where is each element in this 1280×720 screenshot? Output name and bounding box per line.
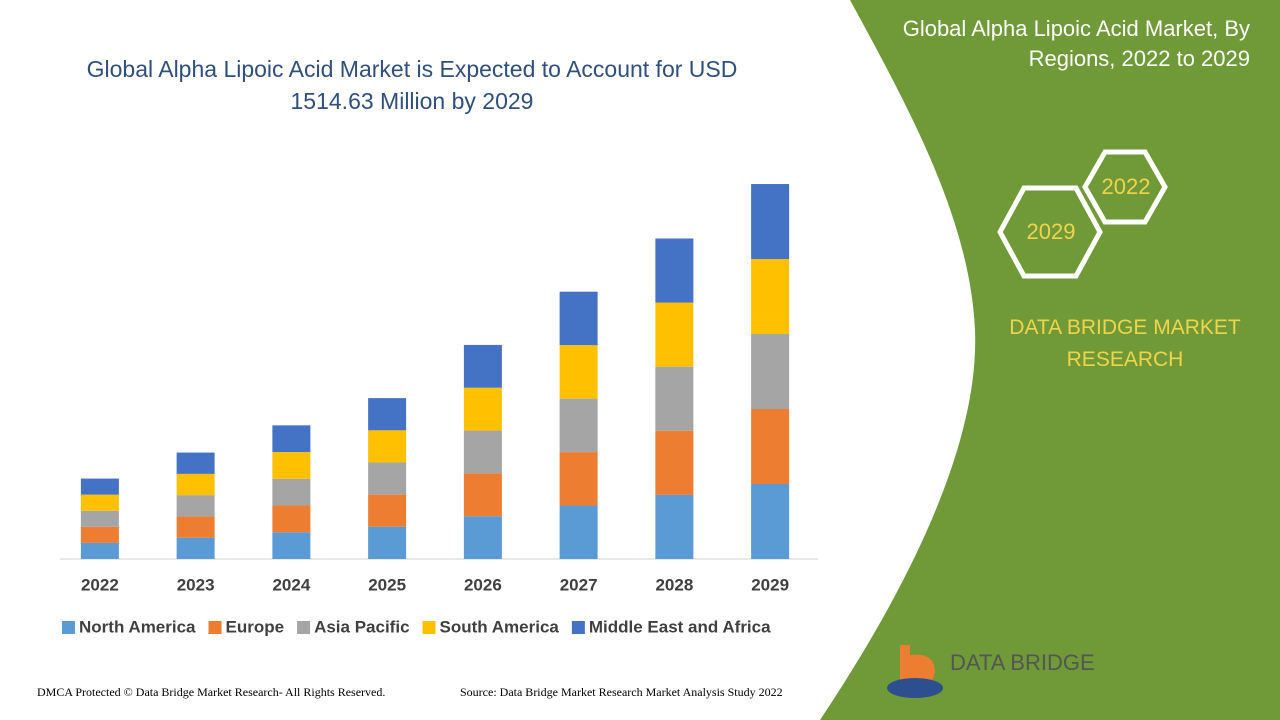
bar-segment [368, 398, 407, 431]
legend-label: Europe [226, 617, 285, 636]
bar-segment [80, 494, 119, 511]
brand-text: DATA BRIDGE MARKET RESEARCH [1009, 316, 1241, 371]
bar-segment [176, 495, 215, 517]
legend-swatch [62, 621, 75, 634]
footer-text: Source: Data Bridge Market Research Mark… [460, 685, 783, 699]
bar-segment [368, 430, 407, 463]
hex-label: 2029 [1027, 219, 1076, 244]
bar-segment [368, 462, 407, 495]
legend-swatch [208, 621, 222, 634]
legend-label: South America [440, 617, 560, 636]
legend-label: Asia Pacific [314, 617, 409, 636]
bar-segment [751, 409, 790, 485]
bar-segment [463, 516, 502, 559]
hex-label: 2022 [1102, 174, 1151, 199]
bar-segment [272, 505, 311, 533]
bar-segment [655, 494, 694, 559]
bar-segment [751, 184, 790, 260]
bar-segment [655, 366, 694, 431]
x-tick-label: 2026 [464, 575, 502, 594]
bar-segment [463, 344, 502, 388]
legend-label: North America [79, 617, 196, 636]
bar-segment [559, 452, 598, 506]
bar-segment [559, 505, 598, 559]
green-panel [820, 0, 1280, 720]
bar-segment [655, 302, 694, 367]
bar-segment [368, 526, 407, 559]
x-tick-label: 2025 [368, 575, 406, 594]
bar-segment [463, 387, 502, 431]
bar-segment [176, 452, 215, 474]
legend-label: Middle East and Africa [589, 617, 771, 636]
legend-swatch [422, 621, 436, 634]
bar-segment [559, 398, 598, 453]
bar-segment [272, 478, 311, 506]
bar-segment [176, 537, 215, 559]
bar-segment [272, 452, 311, 479]
x-tick-label: 2028 [655, 575, 693, 594]
bar-segment [80, 478, 119, 495]
x-tick-label: 2027 [560, 575, 598, 594]
footer-text: DMCA Protected © Data Bridge Market Rese… [37, 685, 385, 699]
bar-segment [751, 334, 790, 410]
hexagon [1082, 149, 1168, 225]
x-tick-label: 2024 [272, 575, 310, 594]
bar-segment [272, 532, 311, 559]
hexagon [997, 185, 1103, 279]
bar-segment [176, 516, 215, 538]
bar-segment [80, 510, 119, 527]
bar-segment [751, 484, 790, 559]
bar-segment [655, 430, 694, 495]
panel-title: Global Alpha Lipoic Acid Market, By Regi… [902, 16, 1250, 71]
bar-segment [176, 473, 215, 496]
legend-swatch [297, 621, 311, 634]
bar-segment [463, 430, 502, 474]
bar-segment [368, 494, 407, 527]
legend-swatch [571, 621, 585, 634]
bar-segment [559, 345, 598, 399]
bar-segment [463, 473, 502, 517]
x-tick-label: 2023 [177, 575, 215, 594]
bar-segment [80, 526, 119, 543]
bar-segment [80, 542, 119, 559]
chart-title: Global Alpha Lipoic Acid Market is Expec… [86, 56, 738, 114]
bar-segment [272, 425, 311, 453]
bar-segment [655, 238, 694, 303]
logo-mark [887, 678, 943, 698]
bar-segment [751, 259, 790, 335]
bar-segment [559, 291, 598, 346]
x-tick-label: 2022 [81, 575, 119, 594]
x-tick-label: 2029 [751, 575, 789, 594]
logo-text: DATA BRIDGE [950, 650, 1095, 675]
